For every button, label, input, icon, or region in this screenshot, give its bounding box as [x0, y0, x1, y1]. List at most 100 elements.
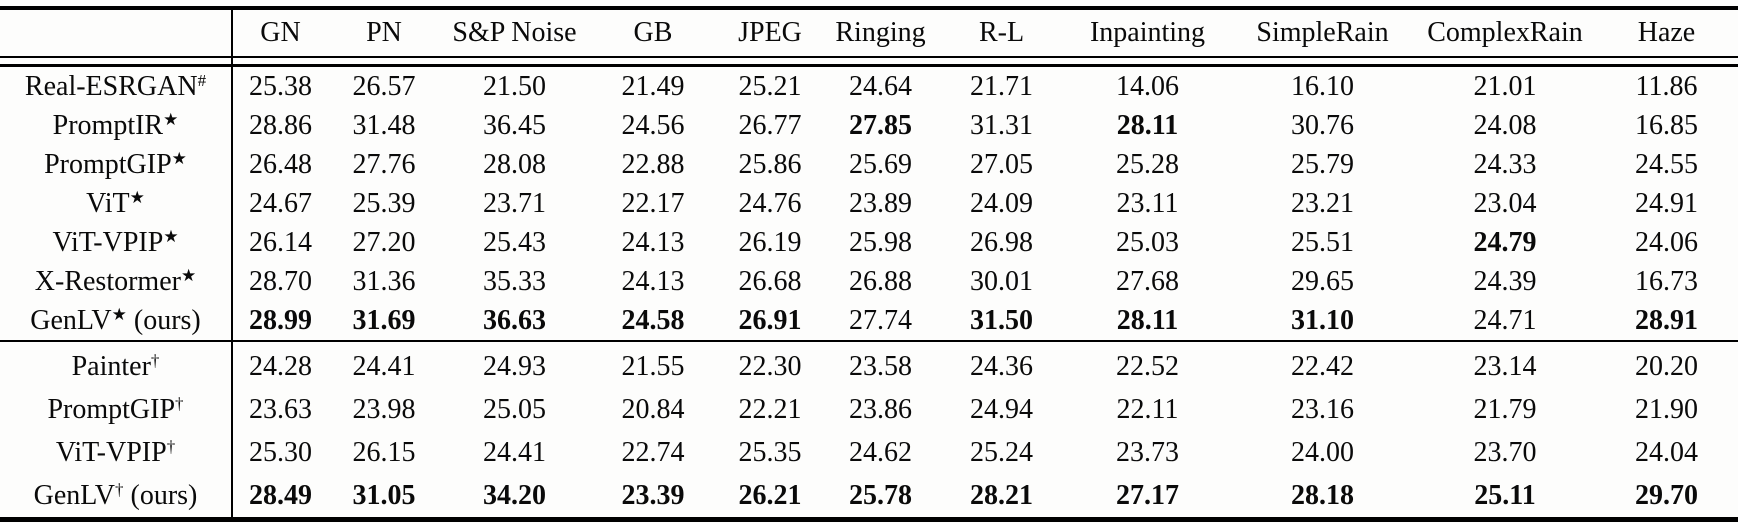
value-cell: 24.28: [249, 350, 312, 382]
table-row-genlv: GenLV† (ours) 28.49 31.05 34.20 23.39 26.21 25…: [0, 474, 1738, 520]
method-cell: PromptGIP†: [0, 388, 233, 431]
table-row-promptgip: PromptGIP★ 26.48 27.76 28.08 22.88 25.86 25.69…: [0, 145, 1738, 184]
value-cell: 22.88: [621, 148, 685, 180]
value-cell: 27.05: [970, 148, 1033, 180]
value-cell: 25.11: [1474, 479, 1536, 511]
table-row-promptir: PromptIR★ 28.86 31.48 36.45 24.56 26.77 27.85 3…: [0, 106, 1738, 145]
value-cell: 21.90: [1635, 393, 1698, 425]
value-cell: 24.08: [1473, 109, 1537, 141]
benchmark-results-table: GN PN S&P Noise GB JPEG Ringing R-L Inpainting S…: [0, 6, 1738, 522]
value-cell: 24.62: [849, 436, 912, 468]
value-cell: 25.79: [1291, 148, 1354, 180]
col-header-haze: Haze: [1637, 17, 1696, 48]
value-cell: 24.67: [249, 187, 312, 219]
value-cell: 25.21: [738, 70, 802, 102]
value-cell: 24.55: [1635, 148, 1698, 180]
value-cell: 28.21: [970, 479, 1033, 511]
value-cell: 14.06: [1116, 70, 1179, 102]
value-cell: 24.76: [738, 187, 802, 219]
value-cell: 24.79: [1473, 226, 1537, 258]
value-cell: 23.04: [1473, 187, 1537, 219]
method-mark: ★: [180, 265, 197, 285]
value-cell: 26.88: [849, 265, 912, 297]
table-row-genlv: GenLV★ (ours) 28.99 31.69 36.63 24.58 26.91 27…: [0, 301, 1738, 341]
value-cell: 28.08: [483, 148, 546, 180]
method-mark: †: [175, 393, 184, 413]
method-column-header-empty: [0, 8, 233, 57]
method-cell: X-Restormer★: [0, 262, 233, 301]
value-cell: 24.06: [1635, 226, 1698, 258]
value-cell: 25.51: [1291, 226, 1354, 258]
value-cell: 24.36: [970, 350, 1033, 382]
value-cell: 23.98: [352, 393, 416, 425]
value-cell: 24.56: [621, 109, 685, 141]
value-cell: 36.45: [483, 109, 546, 141]
value-cell: 23.39: [621, 479, 685, 511]
value-cell: 30.76: [1291, 109, 1354, 141]
method-name: PromptGIP: [44, 148, 172, 180]
value-cell: 24.93: [483, 350, 546, 382]
value-cell: 31.10: [1291, 304, 1354, 336]
col-header-pn: PN: [366, 17, 402, 48]
method-cell: Painter†: [0, 345, 233, 388]
col-header-inpainting: Inpainting: [1089, 17, 1206, 48]
value-cell: 28.11: [1116, 304, 1179, 336]
value-cell: 21.49: [621, 70, 685, 102]
value-cell: 21.50: [483, 70, 546, 102]
value-cell: 22.11: [1116, 393, 1179, 425]
method-name: X-Restormer: [34, 265, 181, 297]
value-cell: 22.30: [738, 350, 802, 382]
value-cell: 28.18: [1291, 479, 1354, 511]
value-cell: 31.05: [352, 479, 416, 511]
value-cell: 36.63: [483, 304, 546, 336]
value-cell: 25.30: [249, 436, 312, 468]
value-cell: 16.73: [1635, 265, 1698, 297]
col-header-gb: GB: [633, 17, 673, 48]
method-cell: GenLV† (ours): [0, 474, 233, 520]
value-cell: 23.86: [849, 393, 912, 425]
value-cell: 24.94: [970, 393, 1033, 425]
method-mark: †: [166, 436, 176, 456]
value-cell: 26.57: [352, 70, 416, 102]
header-rule-double: [0, 56, 1738, 67]
method-suffix: (ours): [126, 304, 201, 336]
method-name: GenLV: [30, 304, 112, 336]
value-cell: 28.86: [249, 109, 312, 141]
table-header: GN PN S&P Noise GB JPEG Ringing R-L Inpainting S…: [0, 8, 1738, 57]
value-cell: 24.00: [1291, 436, 1354, 468]
method-cell: ViT-VPIP★: [0, 223, 233, 262]
value-cell: 16.10: [1291, 70, 1354, 102]
method-name: GenLV: [33, 479, 116, 511]
value-cell: 23.89: [849, 187, 912, 219]
value-cell: 23.16: [1291, 393, 1354, 425]
table-row-x-restormer: X-Restormer★ 28.70 31.36 35.33 24.13 26.68 26.…: [0, 262, 1738, 301]
method-mark: ★: [129, 187, 145, 207]
value-cell: 24.41: [483, 436, 546, 468]
method-mark: †: [150, 350, 160, 370]
value-cell: 25.35: [738, 436, 802, 468]
method-mark: ★: [163, 109, 179, 129]
value-cell: 24.64: [849, 70, 912, 102]
header-row: GN PN S&P Noise GB JPEG Ringing R-L Inpainting S…: [0, 8, 1738, 57]
table-row-promptgip: PromptGIP† 23.63 23.98 25.05 20.84 22.21 23.86…: [0, 388, 1738, 431]
method-name: ViT: [86, 187, 130, 219]
value-cell: 26.14: [249, 226, 312, 258]
value-cell: 21.01: [1473, 70, 1537, 102]
value-cell: 28.11: [1116, 109, 1179, 141]
col-header-s-p-noise: S&P Noise: [452, 17, 577, 48]
method-mark: †: [115, 479, 124, 499]
value-cell: 23.73: [1116, 436, 1179, 468]
value-cell: 26.15: [352, 436, 416, 468]
value-cell: 25.98: [849, 226, 912, 258]
col-header-simplerain: SimpleRain: [1256, 17, 1389, 48]
value-cell: 27.76: [352, 148, 416, 180]
value-cell: 31.48: [352, 109, 416, 141]
value-cell: 23.14: [1473, 350, 1537, 382]
value-cell: 26.91: [738, 304, 802, 336]
table-row-real-esrgan: Real-ESRGAN# 25.38 26.57 21.50 21.49 25.21 24.…: [0, 65, 1738, 106]
method-cell: ViT-VPIP†: [0, 431, 233, 474]
method-cell: PromptGIP★: [0, 145, 233, 184]
method-cell: PromptIR★: [0, 106, 233, 145]
value-cell: 25.43: [483, 226, 546, 258]
col-header-r-l: R-L: [978, 17, 1025, 48]
